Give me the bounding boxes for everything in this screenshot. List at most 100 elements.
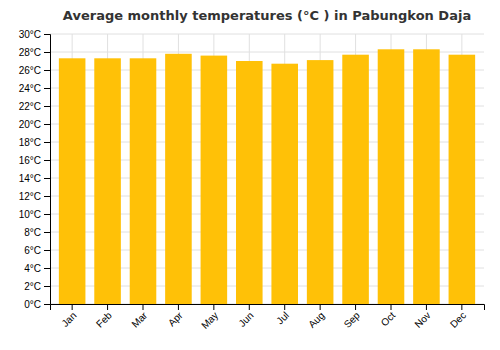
x-tick-mark <box>355 304 356 310</box>
y-tick: 26°C <box>19 65 50 76</box>
bar <box>94 58 121 304</box>
y-tick: 14°C <box>19 173 50 184</box>
x-tick-mark <box>320 304 321 310</box>
x-tick: Mar <box>129 304 149 330</box>
bar <box>201 56 228 304</box>
chart: 0°C 2°C 4°C 6°C 8°C 10°C 12°C 14°C 16°C 18°C 20°C 2… <box>0 0 500 350</box>
y-tick: 12°C <box>19 191 50 202</box>
bar <box>307 60 334 304</box>
y-tick-mark <box>44 214 50 215</box>
x-tick: Dec <box>448 304 468 330</box>
x-tick-mark <box>107 304 108 310</box>
bars <box>59 49 475 304</box>
y-tick-label: 6°C <box>24 245 41 256</box>
bar <box>378 49 405 304</box>
y-tick-mark <box>44 124 50 125</box>
y-tick-mark <box>44 286 50 287</box>
x-tick-mark <box>284 304 285 310</box>
x-tick: Jul <box>274 304 291 326</box>
y-tick-mark <box>44 88 50 89</box>
bar <box>449 55 476 304</box>
y-tick-mark <box>44 250 50 251</box>
y-grid-line <box>50 34 484 35</box>
x-tick-mark <box>426 304 427 310</box>
title: Average monthly temperatures (°C ) in Pa… <box>63 8 471 23</box>
y-tick: 28°C <box>19 47 50 58</box>
y-tick: 18°C <box>19 137 50 148</box>
y-tick-label: 24°C <box>19 83 41 94</box>
y-tick: 0°C <box>24 299 50 310</box>
x-tick: Apr <box>166 304 185 328</box>
y-tick-mark <box>44 70 50 71</box>
y-tick-label: 2°C <box>24 281 41 292</box>
plot: 0°C 2°C 4°C 6°C 8°C 10°C 12°C 14°C 16°C 18°C 20°C 2… <box>19 29 485 331</box>
x-tick: Nov <box>412 304 432 330</box>
x-tick: May <box>199 304 220 331</box>
y-tick: 16°C <box>19 155 50 166</box>
x-tick-label: Aug <box>306 310 326 330</box>
y-tick-mark <box>44 304 50 305</box>
x-tick-mark <box>249 304 250 310</box>
y-tick-label: 8°C <box>24 227 41 238</box>
x-tick-label: May <box>199 310 220 331</box>
y-tick-mark <box>44 160 50 161</box>
x-axis: Jan Feb Mar Apr May Jun Jul Aug Sep Oct Nov Dec <box>51 304 485 331</box>
x-tick-label: Mar <box>129 309 149 329</box>
y-tick: 30°C <box>19 29 50 40</box>
x-tick: Aug <box>306 304 326 330</box>
y-tick-label: 16°C <box>19 155 41 166</box>
x-tick-mark <box>178 304 179 310</box>
bar <box>165 54 192 304</box>
y-tick: 22°C <box>19 101 50 112</box>
x-tick-label: Apr <box>166 309 185 328</box>
y-tick-mark <box>44 106 50 107</box>
x-tick-mark <box>72 304 73 310</box>
x-tick: Jun <box>236 304 255 329</box>
y-tick: 20°C <box>19 119 50 130</box>
y-tick-mark <box>44 52 50 53</box>
x-tick-mark <box>143 304 144 310</box>
x-axis-line <box>51 305 485 311</box>
y-tick-label: 22°C <box>19 101 41 112</box>
y-tick-label: 4°C <box>24 263 41 274</box>
bar <box>236 61 263 304</box>
y-tick-mark <box>44 178 50 179</box>
y-axis-line <box>44 35 51 305</box>
y-tick-label: 30°C <box>19 29 41 40</box>
x-tick: Feb <box>94 304 114 330</box>
grid <box>50 34 484 304</box>
bar <box>271 64 298 304</box>
y-tick-mark <box>44 268 50 269</box>
y-tick: 4°C <box>24 263 50 274</box>
y-tick: 8°C <box>24 227 50 238</box>
x-tick-label: Nov <box>412 310 432 330</box>
x-tick-label: Jul <box>274 310 291 327</box>
y-tick: 10°C <box>19 209 50 220</box>
x-tick-label: Jan <box>59 310 78 329</box>
y-tick-mark <box>44 196 50 197</box>
y-tick-label: 26°C <box>19 65 41 76</box>
x-tick: Jan <box>59 304 78 329</box>
x-tick-label: Dec <box>448 310 468 330</box>
bar <box>413 49 440 304</box>
y-tick-mark <box>44 34 50 35</box>
x-tick: Oct <box>379 304 398 328</box>
y-tick: 2°C <box>24 281 50 292</box>
x-tick-mark <box>461 304 462 310</box>
y-tick: 24°C <box>19 83 50 94</box>
y-tick-label: 10°C <box>19 209 41 220</box>
y-tick-label: 18°C <box>19 137 41 148</box>
x-tick-mark <box>391 304 392 310</box>
bar <box>342 55 369 304</box>
y-tick-mark <box>44 232 50 233</box>
bar <box>130 58 157 304</box>
y-tick-label: 12°C <box>19 191 41 202</box>
y-axis: 0°C 2°C 4°C 6°C 8°C 10°C 12°C 14°C 16°C 18°C 20°C 2… <box>19 29 51 310</box>
y-tick: 6°C <box>24 245 50 256</box>
y-tick-label: 20°C <box>19 119 41 130</box>
x-tick-label: Jun <box>236 310 255 329</box>
x-tick-label: Feb <box>94 309 114 329</box>
x-tick-mark <box>213 304 214 310</box>
x-tick-label: Sep <box>342 309 363 330</box>
y-tick-label: 28°C <box>19 47 41 58</box>
